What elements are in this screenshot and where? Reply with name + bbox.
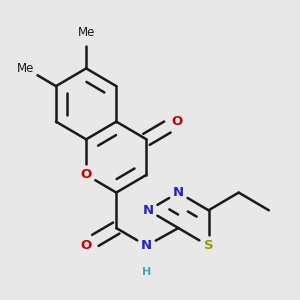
Text: H: H xyxy=(142,267,151,278)
Text: N: N xyxy=(141,239,152,252)
Text: Me: Me xyxy=(17,62,34,75)
Text: O: O xyxy=(80,239,92,252)
Text: S: S xyxy=(204,239,213,252)
Text: O: O xyxy=(171,115,182,128)
Text: N: N xyxy=(173,186,184,199)
Text: Me: Me xyxy=(77,26,95,39)
Text: O: O xyxy=(80,168,92,181)
Text: N: N xyxy=(143,204,154,217)
